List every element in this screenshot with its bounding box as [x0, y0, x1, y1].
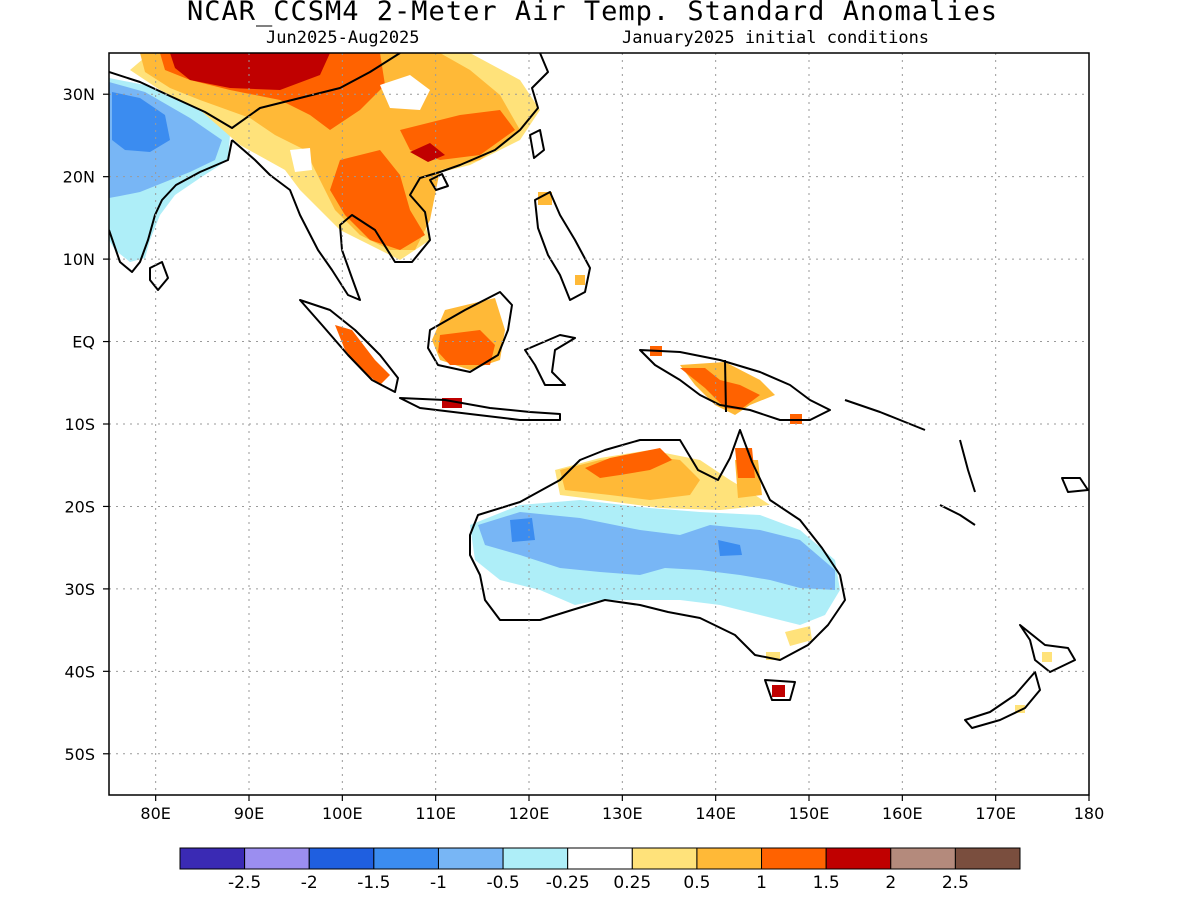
coastline-nz-north [1019, 624, 1076, 673]
colorbar-label: -2 [301, 873, 318, 893]
colorbar-swatch [244, 847, 310, 870]
colorbar-label: 0.25 [613, 873, 651, 893]
x-tick-label: 90E [234, 804, 264, 823]
coastline-asia-north [109, 53, 401, 129]
sumatra-anomaly [335, 325, 390, 385]
axis-ticks: 80E 90E 100E 110E 120E 130E 140E 150E 160E 170E 18… [63, 85, 1105, 823]
coastline-sulawesi [524, 334, 576, 386]
nz-anomaly [1015, 652, 1052, 713]
colorbar: -2.5 -2 -1.5 -1 -0.5 -0.25 0.25 0.5 1 1.5 2 2.5 [179, 847, 1021, 893]
coastline-png-border [724, 359, 727, 413]
x-tick-label: 160E [882, 804, 923, 823]
y-tick-label: 40S [64, 662, 95, 681]
coastline-borneo [427, 291, 513, 373]
coastline-hainan [429, 173, 449, 191]
colorbar-label: 0.5 [683, 873, 710, 893]
x-tick-label: 150E [789, 804, 830, 823]
colorbar-swatch [631, 847, 698, 870]
grid [109, 53, 1089, 795]
se-australia-anomaly [766, 626, 812, 660]
coastline-sri-lanka [149, 261, 169, 291]
coastline-new-guinea [639, 349, 831, 421]
x-tick-label: 180 [1074, 804, 1105, 823]
philippines-anomaly [538, 192, 585, 285]
y-tick-label: 50S [64, 745, 95, 764]
colorbar-label: 1.5 [813, 873, 840, 893]
colorbar-label: -0.25 [546, 873, 590, 893]
colorbar-swatch [179, 847, 246, 870]
coastline-vanuatu [959, 439, 976, 493]
anomaly-shading [109, 53, 1052, 713]
colorbar-label: -1.5 [357, 873, 390, 893]
new-guinea-anomaly-orange [680, 368, 760, 410]
australia-anomaly-blue [478, 512, 835, 590]
coastline-new-caledonia [939, 504, 976, 526]
x-tick-label: 100E [322, 804, 363, 823]
colorbar-swatch [567, 847, 633, 870]
colorbar-swatch [890, 847, 956, 870]
colorbar-label: -1 [430, 873, 447, 893]
chart-title: NCAR_CCSM4 2-Meter Air Temp. Standard An… [186, 0, 998, 27]
coastline-taiwan [529, 129, 545, 159]
asia-anomaly-red [170, 53, 445, 162]
colorbar-label: -0.5 [486, 873, 519, 893]
colorbar-label: 2 [885, 873, 896, 893]
coastline-philippines [534, 191, 591, 301]
y-tick-label: 10N [63, 250, 95, 269]
coastline-tasmania [764, 679, 796, 701]
x-tick-label: 80E [140, 804, 170, 823]
asia-anomaly-orange [140, 53, 520, 250]
y-tick-label: 10S [64, 415, 95, 434]
colorbar-swatch [954, 847, 1021, 870]
coastline-nz-south [964, 671, 1041, 729]
coastline-indochina [231, 53, 549, 301]
coastline-india [109, 139, 233, 273]
forecast-period: Jun2025-Aug2025 [266, 28, 420, 48]
australia-anomaly-hot [585, 448, 755, 478]
tasmania-anomaly [772, 685, 785, 697]
initial-conditions: January2025 initial conditions [622, 28, 930, 48]
colorbar-swatch [825, 847, 892, 870]
coastline-solomons [844, 399, 926, 431]
coastlines [109, 53, 1089, 729]
y-tick-label: 30S [64, 580, 95, 599]
y-tick-label: 20S [64, 497, 95, 516]
colorbar-swatch [373, 847, 439, 870]
colorbar-swatch [308, 847, 375, 870]
colorbar-label: 1 [756, 873, 767, 893]
asia-anomaly-white [290, 75, 430, 172]
x-tick-label: 110E [415, 804, 456, 823]
coastline-fiji [1061, 477, 1089, 493]
y-tick-label: 20N [63, 168, 95, 187]
coastline-java [399, 397, 561, 421]
x-tick-label: 120E [509, 804, 550, 823]
colorbar-swatch [761, 847, 827, 870]
x-tick-label: 140E [695, 804, 736, 823]
colorbar-label: -2.5 [228, 873, 261, 893]
colorbar-label: 2.5 [942, 873, 969, 893]
x-tick-label: 130E [602, 804, 643, 823]
colorbar-swatch [437, 847, 504, 870]
x-tick-label: 170E [975, 804, 1016, 823]
colorbar-swatch [696, 847, 763, 870]
colorbar-swatch [502, 847, 569, 870]
y-tick-label: 30N [63, 85, 95, 104]
y-tick-label: EQ [72, 333, 95, 352]
borneo-anomaly-orange [438, 330, 495, 365]
